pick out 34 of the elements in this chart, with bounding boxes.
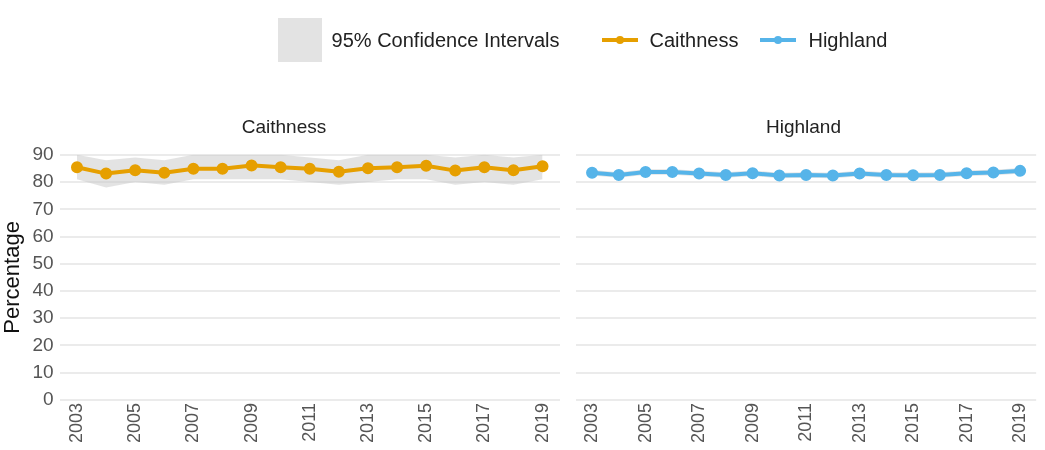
y-tick-label: 0 [42, 388, 54, 410]
x-tick-label: 2003 [65, 402, 86, 443]
x-tick-label: 2009 [240, 402, 261, 443]
y-tick-label: 20 [32, 333, 54, 355]
legend-label: Caithness [649, 28, 739, 52]
x-tick-label: 2015 [415, 402, 436, 443]
x-tick-label: 2019 [531, 402, 552, 443]
x-tick-label: 2019 [1009, 402, 1030, 443]
y-tick-label: 80 [32, 170, 54, 192]
y-tick-label: 40 [32, 279, 54, 301]
y-tick-label: 10 [32, 360, 54, 382]
x-tick-label: 2009 [741, 402, 762, 443]
y-tick-label: 50 [32, 251, 54, 273]
chart-title: Caithness [241, 115, 327, 137]
y-axis-title: Percentage [0, 221, 25, 334]
x-tick-label: 2017 [473, 402, 494, 443]
y-tick-label: 60 [32, 224, 54, 246]
x-tick-label: 2015 [902, 402, 923, 443]
x-tick-label: 2013 [356, 402, 377, 443]
x-tick-label: 2007 [182, 402, 203, 443]
x-tick-label: 2005 [124, 402, 145, 443]
x-tick-label: 2013 [848, 402, 869, 443]
x-tick-label: 2003 [581, 402, 602, 443]
x-tick-label: 2017 [955, 402, 976, 443]
x-tick-label: 2007 [688, 402, 709, 443]
x-tick-label: 2005 [634, 402, 655, 443]
y-tick-label: 70 [32, 197, 54, 219]
y-tick-label: 90 [32, 143, 54, 165]
text: 95% Confidence Intervals [331, 28, 560, 52]
legend-label: Highland [808, 28, 888, 52]
y-tick-label: 30 [32, 306, 54, 328]
chart-title: Highland [766, 115, 841, 137]
x-tick-label: 2011 [298, 402, 319, 442]
x-tick-label: 2011 [795, 402, 816, 442]
